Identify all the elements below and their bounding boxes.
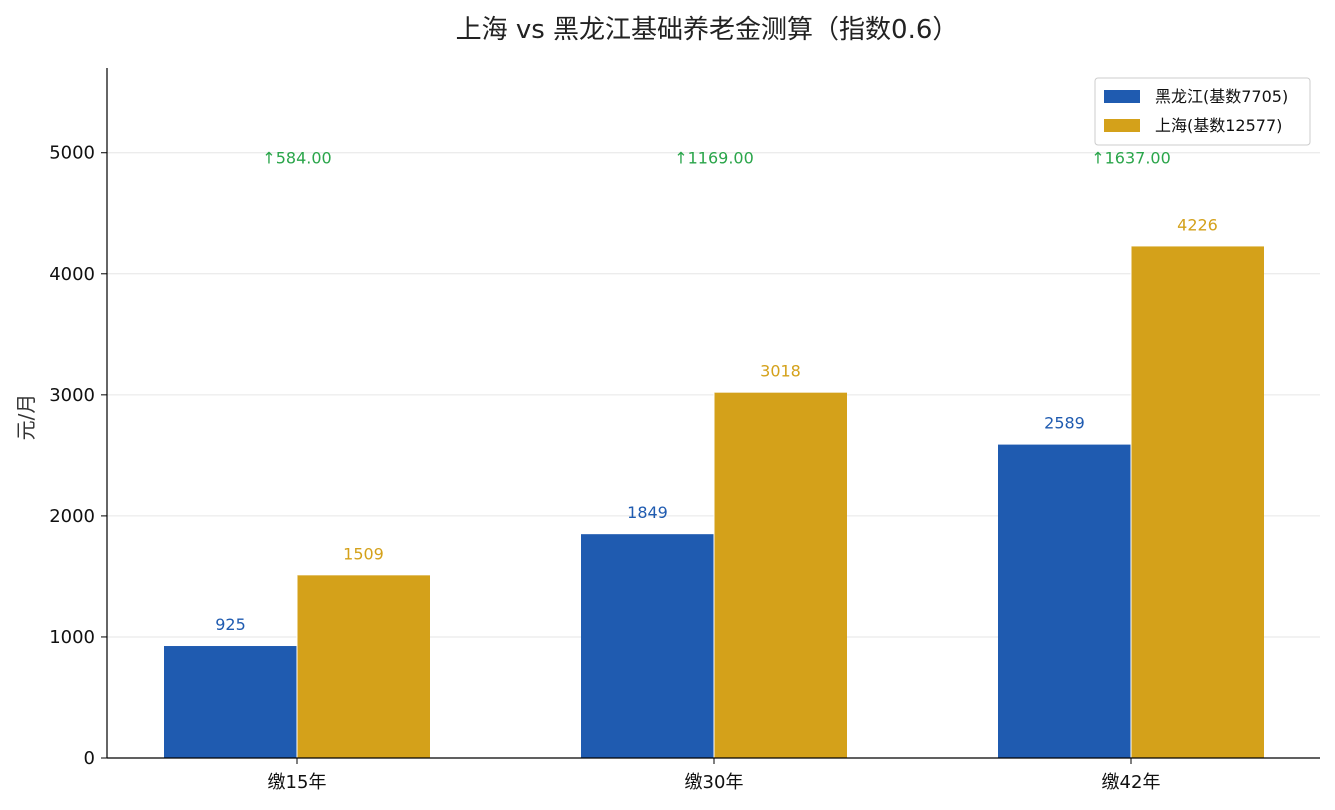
bar-shanghai bbox=[714, 392, 847, 758]
difference-annotation: ↑1169.00 bbox=[674, 149, 754, 168]
bar-value-label: 2589 bbox=[1044, 414, 1085, 433]
legend-swatch-heilongjiang bbox=[1104, 90, 1140, 103]
y-tick-label: 1000 bbox=[49, 627, 95, 648]
bar-shanghai bbox=[1131, 246, 1264, 758]
difference-annotation: ↑584.00 bbox=[262, 149, 331, 168]
bars bbox=[164, 246, 1264, 758]
bar-value-label: 3018 bbox=[760, 362, 801, 381]
legend-label-heilongjiang: 黑龙江(基数7705) bbox=[1155, 87, 1288, 106]
x-tick-label: 缴30年 bbox=[685, 772, 744, 793]
difference-annotation: ↑1637.00 bbox=[1091, 149, 1171, 168]
y-tick-label: 4000 bbox=[49, 264, 95, 285]
axes: 0 1000 2000 3000 4000 5000 缴15年 缴30年 缴42年 bbox=[49, 68, 1320, 793]
y-tick-label: 2000 bbox=[49, 506, 95, 527]
legend-label-shanghai: 上海(基数12577) bbox=[1155, 116, 1282, 135]
bar-heilongjiang bbox=[164, 646, 297, 758]
y-tick-label: 5000 bbox=[49, 143, 95, 164]
y-tick-label: 3000 bbox=[49, 385, 95, 406]
bar-value-label: 1849 bbox=[627, 503, 668, 522]
legend: 黑龙江(基数7705) 上海(基数12577) bbox=[1094, 77, 1311, 146]
bar-heilongjiang bbox=[998, 444, 1131, 758]
y-tick-label: 0 bbox=[84, 748, 95, 769]
legend-swatch-shanghai bbox=[1104, 119, 1140, 132]
bar-value-label: 1509 bbox=[343, 544, 384, 563]
legend-box bbox=[1094, 77, 1311, 146]
bar-value-label: 4226 bbox=[1177, 215, 1218, 234]
bar-heilongjiang bbox=[581, 534, 714, 758]
bar-value-label: 925 bbox=[215, 615, 246, 634]
bar-shanghai bbox=[297, 575, 430, 758]
x-tick-label: 缴15年 bbox=[268, 772, 327, 793]
data-labels: 925 1849 2589 1509 3018 4226 ↑584.00 ↑1169.00 ↑1… bbox=[215, 149, 1218, 634]
x-tick-label: 缴42年 bbox=[1102, 772, 1161, 793]
chart-title: 上海 vs 黑龙江基础养老金测算（指数0.6） bbox=[456, 15, 959, 45]
y-axis-label: 元/月 bbox=[14, 394, 38, 441]
